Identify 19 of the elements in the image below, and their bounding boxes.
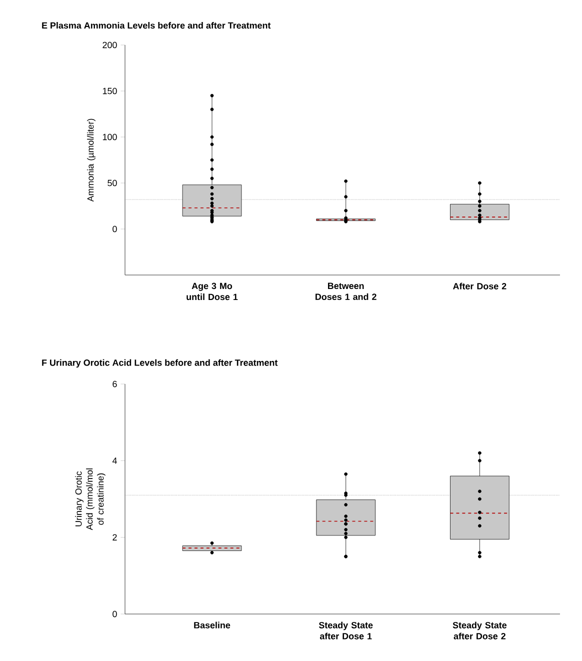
y-tick-label: 0 xyxy=(112,610,117,618)
x-tick-label: Between Doses 1 and 2 xyxy=(316,282,376,300)
y-tick-label: 100 xyxy=(102,134,117,140)
x-tick-label: Steady State after Dose 2 xyxy=(452,622,507,640)
y-tick-label: 2 xyxy=(112,534,117,540)
y-tick-label: 0 xyxy=(112,226,117,232)
y-tick-label: 6 xyxy=(112,380,117,388)
y-tick-label: 150 xyxy=(102,88,117,94)
y-tick-label: 200 xyxy=(102,42,117,48)
x-tick-label: Steady State after Dose 1 xyxy=(318,622,373,640)
y-axis-title: Ammonia (µmol/liter) xyxy=(87,118,96,202)
chart-title: F Urinary Orotic Acid Levels before and after Treatment xyxy=(42,359,278,368)
y-axis-title: Urinary Orotic Acid (mmol/mol of creatinine) xyxy=(75,468,106,530)
x-tick-label: Age 3 Mo until Dose 1 xyxy=(186,282,238,300)
y-tick-label: 4 xyxy=(112,458,117,464)
chart-title: E Plasma Ammonia Levels before and after Treatment xyxy=(42,22,271,29)
x-tick-label: Baseline xyxy=(194,622,230,628)
x-tick-label: After Dose 2 xyxy=(453,282,506,290)
y-tick-label: 50 xyxy=(108,180,117,186)
